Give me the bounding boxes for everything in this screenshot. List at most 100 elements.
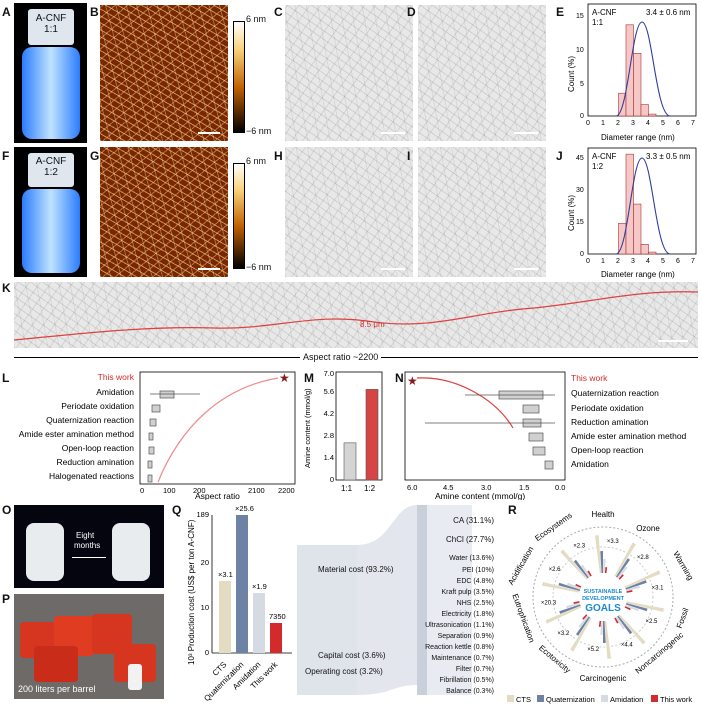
svg-text:10: 10 — [576, 47, 584, 54]
colorbar-g-bottom: −6 nm — [246, 262, 272, 272]
radar-wedge — [542, 582, 580, 593]
radar-wedge — [604, 567, 608, 574]
tem-image-i — [418, 147, 546, 277]
svg-text:Reduction amination: Reduction amination — [57, 457, 135, 467]
svg-text:Diameter range (nm): Diameter range (nm) — [601, 270, 675, 279]
svg-text:3: 3 — [631, 120, 635, 127]
svg-text:Periodate oxidation: Periodate oxidation — [571, 403, 644, 413]
radar-factor: ×3.1 — [652, 586, 665, 592]
svg-text:20: 20 — [201, 558, 209, 567]
svg-text:0: 0 — [140, 486, 144, 495]
radar-wedge — [603, 559, 606, 574]
svg-text:1.5: 1.5 — [519, 483, 529, 492]
svg-text:200: 200 — [193, 486, 206, 495]
svg-text:Open-loop reaction: Open-loop reaction — [571, 445, 644, 455]
radar-wedge — [617, 566, 628, 579]
svg-text:DEVELOPMENT: DEVELOPMENT — [582, 596, 625, 602]
radar-wedge — [600, 620, 603, 635]
panel-label-j: J — [556, 149, 563, 163]
svg-text:Eutrophication: Eutrophication — [510, 593, 536, 644]
radar-wedge — [566, 582, 581, 590]
svg-text:Open-loop reaction: Open-loop reaction — [62, 443, 135, 453]
svg-text:Amidation: Amidation — [610, 695, 643, 704]
svg-text:6.0: 6.0 — [407, 483, 417, 492]
hist-bar — [640, 104, 649, 117]
svg-text:7: 7 — [691, 120, 695, 127]
svg-text:Amidation: Amidation — [96, 387, 134, 397]
radar-factor: ×3.3 — [607, 539, 620, 545]
tem-image-h — [285, 147, 413, 277]
radar-wedge — [615, 558, 631, 578]
svg-text:GOALS: GOALS — [585, 603, 621, 614]
barplot-m: 01.42.84.25.67.0 Amine content (mmol/g) … — [303, 369, 383, 493]
cost-bar — [270, 623, 282, 653]
vial-label-a: A-CNF 1:1 — [28, 9, 74, 45]
radar-wedge — [614, 617, 619, 624]
sankey-material: Material cost (93.2%) — [318, 565, 394, 574]
svg-text:Carcinogenic: Carcinogenic — [580, 674, 627, 683]
tem-long-fiber-k: 8.5 μm — [14, 282, 698, 348]
radar-wedge — [566, 602, 581, 609]
svg-text:Noncarcinogenic: Noncarcinogenic — [634, 630, 685, 675]
radar-wedge — [626, 601, 664, 612]
amine-bar — [365, 389, 379, 481]
radar-wedge — [615, 616, 626, 630]
svg-text:4.2: 4.2 — [324, 409, 334, 418]
aspect-ratio-label: Aspect ratio ~2200 — [300, 352, 382, 362]
svg-text:CTS: CTS — [516, 695, 531, 704]
svg-text:Periodate oxidation: Periodate oxidation — [61, 401, 134, 411]
hist-annotation: A-CNF — [592, 8, 617, 17]
svg-text:3.3 ± 0.5 nm: 3.3 ± 0.5 nm — [646, 152, 691, 161]
hist-bar — [640, 244, 649, 255]
radar-factor: ×4.4 — [621, 643, 634, 649]
hist-bar — [633, 52, 642, 117]
radar-factor: ×5.2 — [587, 647, 600, 653]
svg-text:10: 10 — [201, 603, 209, 612]
hist-annotation-ratio: 1:1 — [592, 18, 604, 27]
svg-text:Acidification: Acidification — [506, 545, 535, 586]
svg-text:Amine content (mmol/g): Amine content (mmol/g) — [435, 491, 525, 500]
fiber-length-label: 8.5 μm — [360, 320, 385, 329]
svg-text:0: 0 — [586, 258, 590, 265]
tem-image-c — [285, 5, 413, 141]
hist-bar — [648, 113, 657, 117]
svg-text:4: 4 — [646, 120, 650, 127]
svg-text:100: 100 — [163, 486, 176, 495]
fiber-trace — [14, 291, 698, 341]
radar-wedge — [573, 559, 589, 579]
svg-text:5: 5 — [661, 120, 665, 127]
panel-label-m: M — [304, 371, 314, 385]
photo-o: Eight months — [14, 505, 164, 588]
radar-wedge — [560, 549, 588, 580]
x-axis-label: Diameter range (nm) — [601, 133, 675, 142]
radar-wedge — [625, 604, 640, 612]
svg-text:15: 15 — [576, 219, 584, 226]
svg-text:30: 30 — [576, 187, 584, 194]
radar-wedge — [624, 570, 661, 589]
radar-wedge — [575, 616, 591, 636]
cost-bar — [236, 515, 248, 653]
panel-label-c: C — [274, 5, 283, 19]
panel-label-a: A — [2, 5, 11, 19]
hist-bar — [618, 222, 627, 255]
radar-wedge — [600, 551, 603, 574]
box-marks — [147, 390, 200, 483]
sankey-capital: Capital cost (3.6%) — [318, 651, 386, 660]
svg-text:6: 6 — [676, 258, 680, 265]
colorbar-g — [233, 163, 245, 269]
radar-factor: ×3.2 — [557, 631, 570, 637]
svg-text:0: 0 — [580, 251, 584, 258]
svg-text:2: 2 — [616, 258, 620, 265]
tem-image-d — [418, 5, 546, 141]
svg-text:Count (%): Count (%) — [567, 195, 576, 231]
radar-factor: ×2.8 — [637, 555, 650, 561]
svg-text:15: 15 — [576, 13, 584, 20]
svg-text:0: 0 — [586, 120, 590, 127]
afm-image-g — [100, 147, 228, 277]
colorbar-top-label: 6 nm — [246, 14, 267, 24]
sankey-items: CA (31.1%) ChCl (27.7%) Water (13.6%) PE… — [425, 516, 494, 695]
radar-wedge — [587, 570, 592, 577]
cost-bar — [253, 593, 265, 653]
svg-text:Quaternization: Quaternization — [546, 695, 595, 704]
radar-wedge — [573, 601, 580, 604]
